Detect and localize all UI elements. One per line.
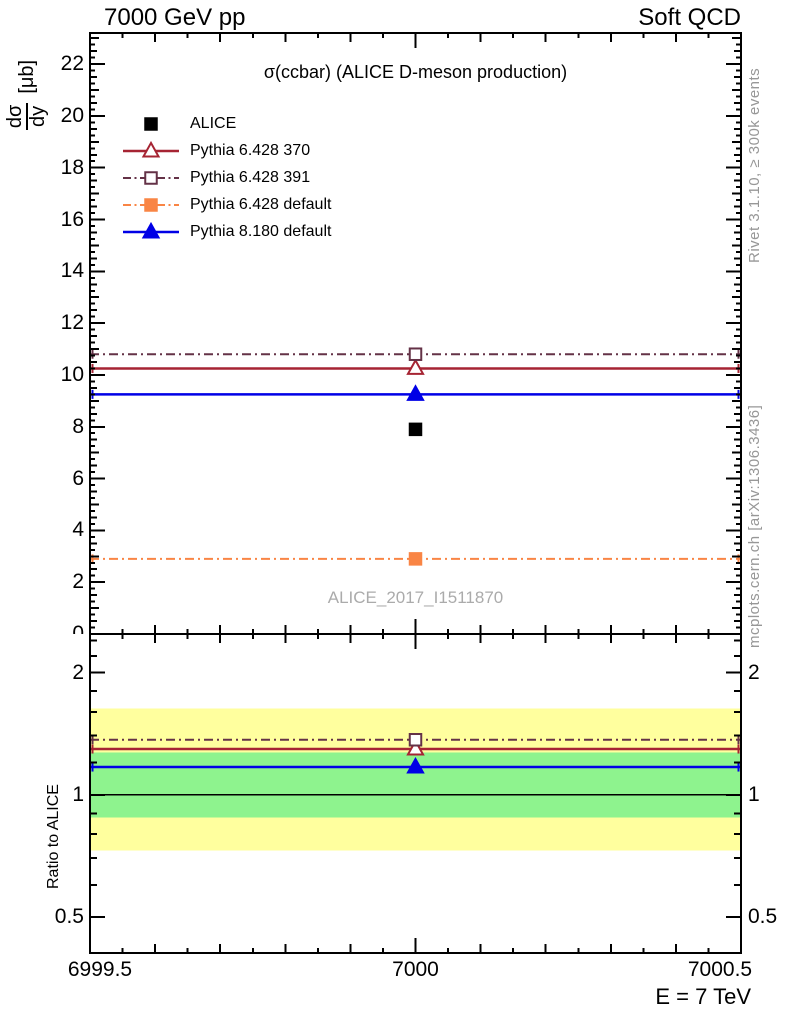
legend-item-pythia-8-180-default: Pythia 8.180 default [123, 218, 331, 245]
legend-item-alice: ALICE [123, 110, 331, 137]
ratio-y-tick-label-left-2: 2 [72, 660, 84, 684]
series-marker-alice [408, 422, 423, 437]
main-y-tick-label-14: 14 [60, 259, 84, 283]
legend-item-pythia-6-428-370: Pythia 6.428 370 [123, 137, 331, 164]
ratio-y-tick-label-right-0.5: 0.5 [748, 905, 778, 929]
legend-marker-pythia-8-180-default [123, 221, 179, 238]
ratio-panel-frame [89, 633, 742, 954]
legend-label-pythia-6-428-default: Pythia 6.428 default [190, 195, 332, 213]
legend-marker-pythia-6-428-391 [123, 170, 179, 185]
legend-item-pythia-6-428-391: Pythia 6.428 391 [123, 164, 331, 191]
legend-item-pythia-6-428-default: Pythia 6.428 default [123, 191, 331, 218]
mcplots-note: mcplots.cern.ch [arXiv:1306.3436] [746, 404, 763, 648]
ratio-y-tick-label-right-1: 1 [748, 782, 760, 806]
main-y-tick-label-20: 20 [60, 103, 84, 127]
main-y-tick-label-10: 10 [60, 362, 84, 386]
main-y-tick-label-22: 22 [60, 52, 84, 76]
ratio-marker-pythia-8-180-default [406, 756, 425, 774]
x-tick-label-7000.5: 7000.5 [687, 958, 753, 981]
ratio-y-tick-label-left-0.5: 0.5 [54, 905, 84, 929]
x-axis-label: E = 7 TeV [655, 984, 751, 1009]
legend-marker-alice [144, 116, 158, 131]
main-y-tick-label-2: 2 [72, 570, 84, 594]
rivet-version-note: Rivet 3.1.10, ≥ 300k events [746, 67, 763, 263]
x-tick-label-6999.5: 6999.5 [67, 958, 133, 981]
main-y-tick-label-18: 18 [60, 155, 84, 179]
legend-label-pythia-8-180-default: Pythia 8.180 default [190, 222, 332, 240]
main-y-tick-label-4: 4 [72, 518, 84, 542]
plot-title: σ(ccbar) (ALICE D-meson production) [263, 62, 568, 82]
legend-marker-pythia-6-428-default [123, 197, 179, 212]
ratio-y-tick-label-left-1: 1 [72, 782, 84, 806]
ratio-y-tick-label-right-2: 2 [748, 660, 760, 684]
series-marker-pythia-8-180-default [406, 384, 425, 401]
legend-marker-pythia-6-428-370 [123, 140, 179, 157]
main-y-tick-label-0: 0 [72, 622, 84, 634]
beam-energy-label: 7000 GeV pp [104, 4, 246, 31]
legend-label-pythia-6-428-391: Pythia 6.428 391 [190, 168, 311, 186]
series-marker-pythia-6-428-default [408, 552, 423, 566]
x-tick-label-7000: 7000 [392, 958, 439, 981]
ratio-marker-pythia-6-428-391 [408, 733, 423, 747]
legend-label-pythia-6-428-370: Pythia 6.428 370 [190, 141, 311, 159]
main-y-tick-label-16: 16 [60, 207, 84, 231]
main-y-tick-label-12: 12 [60, 311, 84, 335]
watermark: ALICE_2017_I1511870 [327, 588, 504, 607]
main-y-tick-label-8: 8 [72, 414, 84, 438]
process-group-label: Soft QCD [638, 4, 741, 31]
ratio-marker-pythia-6-428-370 [406, 738, 425, 756]
series-marker-pythia-6-428-391 [408, 347, 423, 361]
legend-label-alice: ALICE [190, 114, 237, 132]
series-marker-pythia-6-428-370 [406, 358, 425, 375]
main-y-tick-label-6: 6 [72, 466, 84, 490]
legend: ALICE Pythia 6.428 370 Pythia 6.428 391 Pyt… [123, 110, 331, 245]
